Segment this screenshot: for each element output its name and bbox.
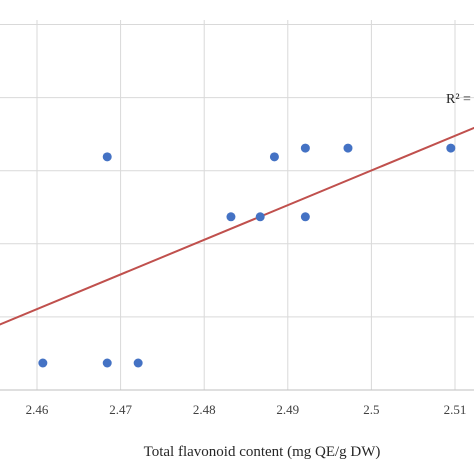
horizontal-gridlines	[0, 24, 474, 391]
data-point-0-2	[133, 358, 143, 368]
x-axis-title: Total flavonoid content (mg QE/g DW)	[144, 444, 381, 460]
data-point-0-0	[38, 358, 48, 368]
trendline	[0, 126, 474, 326]
data-point-0-8	[300, 143, 310, 153]
data-point-0-4	[226, 212, 236, 222]
data-point-0-6	[269, 152, 279, 162]
data-point-0-10	[446, 143, 456, 153]
x-tick-label-5: 2.51	[444, 402, 467, 417]
x-tick-label-3: 2.49	[276, 402, 299, 417]
data-point-0-9	[343, 143, 353, 153]
trendline-group	[0, 126, 474, 326]
data-point-0-5	[255, 212, 265, 222]
x-tick-label-2: 2.48	[193, 402, 216, 417]
data-point-0-3	[102, 152, 112, 162]
data-point-0-1	[102, 358, 112, 368]
x-tick-labels: 2.46 2.47 2.48 2.49 2.5 2.51	[26, 402, 467, 417]
vertical-gridlines	[36, 20, 456, 390]
x-tick-label-4: 2.5	[363, 402, 379, 417]
r-squared-annotation: R² =	[446, 92, 471, 107]
data-points	[38, 143, 456, 368]
data-point-0-7	[300, 212, 310, 222]
x-tick-label-0: 2.46	[26, 402, 49, 417]
x-tick-label-1: 2.47	[109, 402, 132, 417]
